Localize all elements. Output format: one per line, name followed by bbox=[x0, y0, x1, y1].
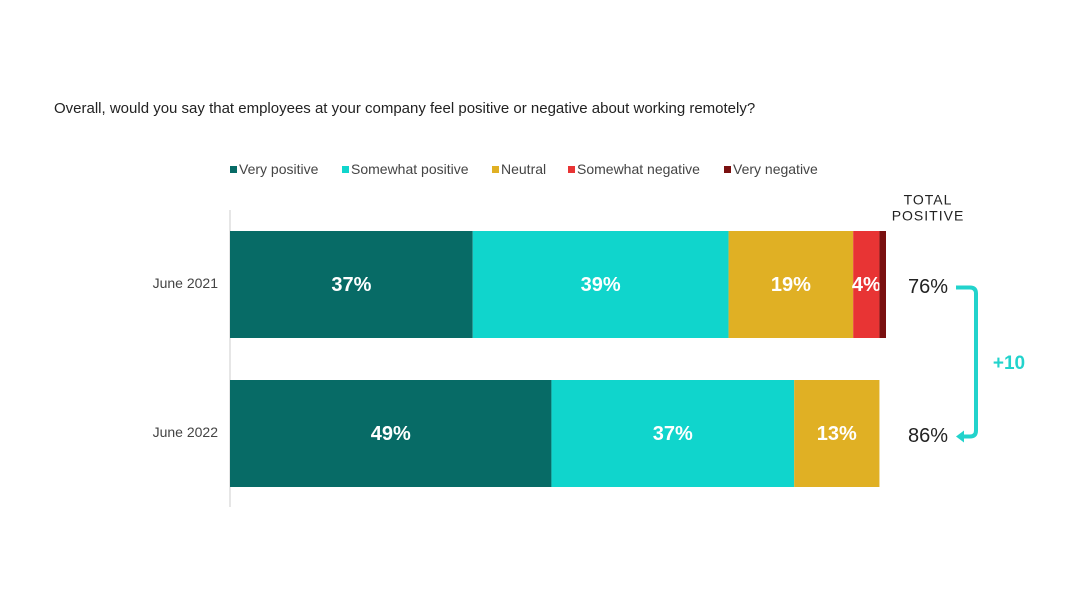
data-label: 37% bbox=[653, 423, 693, 445]
bar-segment bbox=[853, 231, 880, 338]
legend-label: Very negative bbox=[733, 161, 818, 177]
legend-swatch bbox=[230, 166, 237, 173]
bar-segment bbox=[230, 231, 473, 338]
change-arrowhead bbox=[956, 430, 964, 443]
change-bracket bbox=[956, 285, 978, 439]
data-label: 37% bbox=[331, 274, 371, 296]
legend-label: Somewhat positive bbox=[351, 161, 469, 177]
change-label: +10 bbox=[993, 353, 1025, 374]
bar-segment bbox=[472, 231, 729, 338]
bar-segment bbox=[551, 380, 795, 487]
legend-swatch bbox=[568, 166, 575, 173]
legend-label: Very positive bbox=[239, 161, 319, 177]
data-label: 19% bbox=[771, 274, 811, 296]
y-tick-label: June 2021 bbox=[153, 275, 219, 291]
total-header: POSITIVE bbox=[892, 208, 965, 224]
data-label: 49% bbox=[371, 423, 411, 445]
legend-label: Neutral bbox=[501, 161, 546, 177]
chart-title: Overall, would you say that employees at… bbox=[54, 100, 755, 117]
legend-swatch bbox=[724, 166, 731, 173]
legend-swatch bbox=[492, 166, 499, 173]
total-header: TOTAL bbox=[904, 192, 953, 208]
y-tick-label: June 2022 bbox=[153, 424, 219, 440]
total-value: 76% bbox=[908, 276, 948, 298]
bar-segment bbox=[879, 231, 886, 338]
legend-label: Somewhat negative bbox=[577, 161, 700, 177]
bar-segment bbox=[794, 380, 880, 487]
bar-segment bbox=[230, 380, 552, 487]
bar-segment bbox=[728, 231, 854, 338]
legend-swatch bbox=[342, 166, 349, 173]
data-label: 39% bbox=[581, 274, 621, 296]
total-value: 86% bbox=[908, 425, 948, 447]
data-label: 4% bbox=[852, 274, 881, 296]
data-label: 13% bbox=[817, 423, 857, 445]
